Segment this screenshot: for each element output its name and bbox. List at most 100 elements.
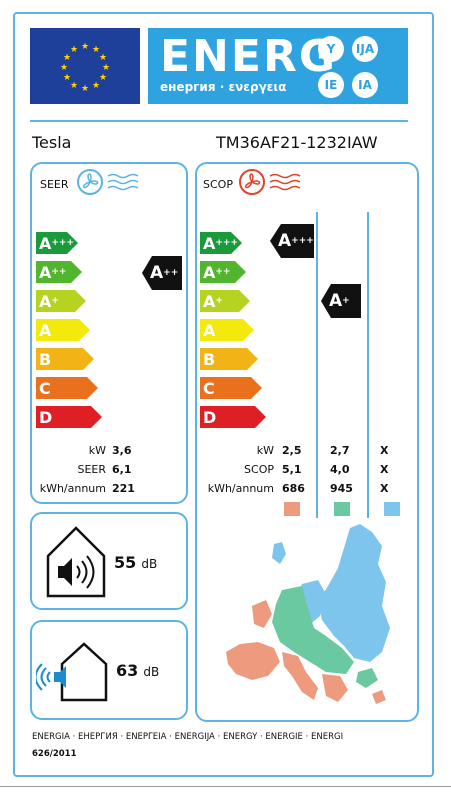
energy-class-arrow: A ++ [36,261,82,283]
indoor-noise-unit: dB [141,557,158,571]
energy-class-arrow: B [36,348,94,370]
seer-annual-label: kWh/annum [39,482,106,495]
warmer-zone [226,600,386,704]
lang-circle: IJA [352,36,378,62]
heating-fan-icon [239,169,301,195]
zone-swatch-average [334,502,350,516]
lang-circle: IE [318,72,344,98]
svg-text:★: ★ [63,53,71,63]
indoor-noise-value: 55 [114,553,137,572]
indoor-unit-speaker-icon [46,526,106,598]
zone-swatch-warmer [284,502,300,516]
outdoor-noise-unit: dB [143,665,160,679]
regulation-number: 626/2011 [32,749,77,759]
indoor-noise-panel [30,512,188,610]
footer-languages: ENERGIA · ЕНЕРГИЯ · ΕΝΕΡΓΕΙΑ · ENERGIJA … [32,732,344,742]
seer-seer-label: SEER [77,463,106,476]
energy-class-arrow: A [200,319,254,341]
scop-scop-value-2: 4,0 [330,463,350,476]
energy-class-letter: A [39,262,52,282]
indoor-noise-readout: 55 dB [114,553,157,572]
svg-text:★: ★ [63,73,71,83]
energy-class-arrow: A ++ [200,261,246,283]
scop-panel [195,162,419,722]
outdoor-noise-value: 63 [116,661,139,680]
seer-annual-value: 221 [112,482,135,495]
svg-text:★: ★ [92,45,100,55]
outdoor-noise-panel [30,620,188,720]
energy-class-letter: A [39,320,52,340]
scop-scop-label: SCOP [244,463,274,476]
energy-class-letter: C [39,378,51,398]
lang-circle: IA [352,72,378,98]
column-divider [367,212,369,518]
energy-class-letter: B [203,349,216,369]
energy-class-arrow: A +++ [200,232,242,254]
energy-class-arrow: A [36,319,90,341]
scop-kw-label: kW [256,444,274,457]
lang-circle: Y [318,36,344,62]
energy-class-letter: A [203,291,216,311]
scop-kw-value-1: 2,5 [282,444,302,457]
zone-swatch-colder [384,502,400,516]
energy-class-arrow: A +++ [36,232,78,254]
seer-seer-value: 6,1 [112,463,132,476]
seer-kw-label: kW [88,444,106,457]
scop-class-indicator-warmer: A +++ [270,224,314,258]
energy-class-letter: A [39,233,52,253]
svg-text:★: ★ [60,63,68,73]
eu-stars-icon: ★ ★★ ★★★ ★★★ ★★★ [60,42,110,94]
energy-class-letter: D [203,407,217,427]
energy-class-letter: A [203,233,216,253]
scop-scop-value-3: X [380,463,389,476]
energy-class-letter: A [203,262,216,282]
scop-kw-value-3: X [380,444,389,457]
column-divider [316,212,318,518]
energy-class-arrow: B [200,348,258,370]
seer-panel [30,162,188,504]
svg-text:★: ★ [92,81,100,91]
energy-class-arrow: A + [200,290,250,312]
svg-text:★: ★ [81,84,89,94]
energy-class-letter: A [203,320,216,340]
model-identifier: TM36AF21-1232IAW [216,133,378,152]
energy-class-arrow: C [36,377,98,399]
supplier-name: Tesla [32,133,72,152]
energy-title: ENERG [160,31,337,82]
scop-kw-value-2: 2,7 [330,444,350,457]
cooling-fan-icon [77,169,139,195]
outdoor-unit-speaker-icon [36,642,108,702]
seer-kw-value: 3,6 [112,444,132,457]
svg-text:★: ★ [81,42,89,52]
svg-text:★: ★ [99,73,107,83]
label-frame [13,12,434,777]
seer-title: SEER [40,178,69,191]
average-zone [272,586,378,688]
energy-class-plus: + [215,296,223,306]
divider [30,120,408,122]
europe-climate-zone-map [226,524,390,704]
svg-text:★: ★ [102,63,110,73]
outdoor-noise-readout: 63 dB [116,661,159,680]
energy-class-plus: + [51,296,59,306]
scop-annual-value-2: 945 [330,482,353,495]
energy-class-arrow: A + [36,290,86,312]
scop-annual-value-1: 686 [282,482,305,495]
scop-annual-label: kWh/annum [207,482,274,495]
energy-class-letter: C [203,378,215,398]
energy-class-plus: ++ [51,267,67,277]
svg-text:★: ★ [70,81,78,91]
scop-annual-value-3: X [380,482,389,495]
scop-title: SCOP [203,178,233,191]
energy-class-plus: ++ [215,267,231,277]
svg-text:★: ★ [99,53,107,63]
energy-class-plus: +++ [51,238,75,248]
energy-class-arrow: C [200,377,262,399]
energy-subtitle: енергия · ενεργεια [160,80,287,94]
svg-text:★: ★ [70,45,78,55]
scop-scop-value-1: 5,1 [282,463,302,476]
energy-class-plus: +++ [215,238,239,248]
energy-class-arrow: D [200,406,266,428]
energy-class-letter: A [39,291,52,311]
energy-class-arrow: D [36,406,102,428]
